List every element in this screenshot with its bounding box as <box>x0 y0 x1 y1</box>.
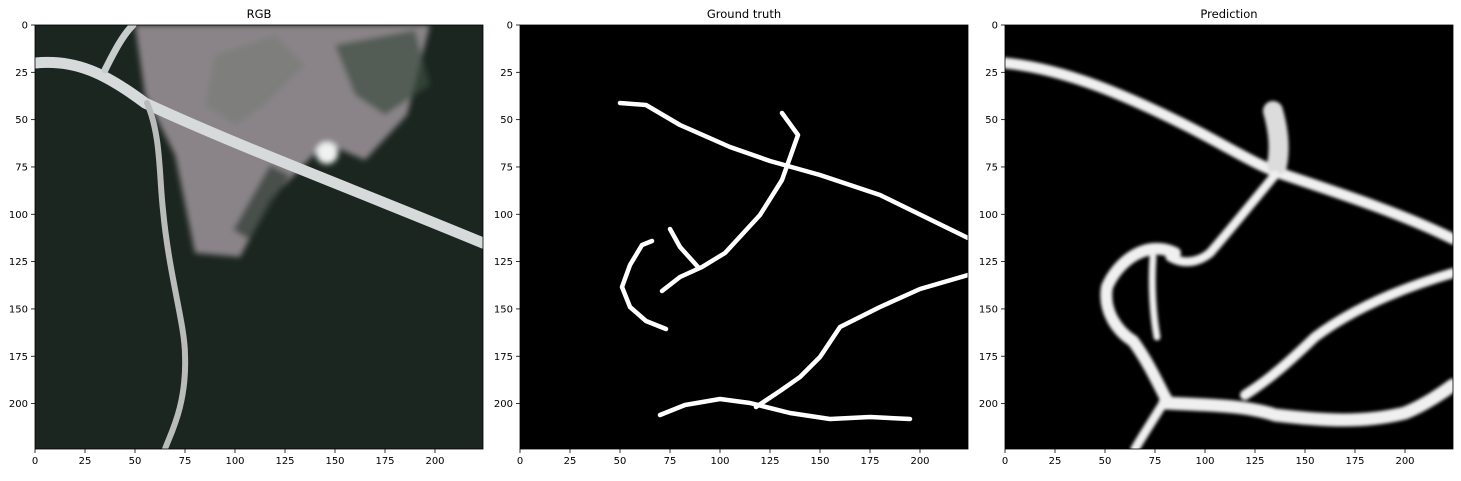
y-tick-label: 25 <box>15 68 28 79</box>
y-tick-label: 50 <box>985 115 998 126</box>
y-tick-label: 0 <box>22 21 28 32</box>
y-tick-label: 50 <box>15 115 28 126</box>
rgb-image <box>35 25 483 449</box>
x-tick-label: 200 <box>425 456 444 467</box>
y-tick-label: 175 <box>979 352 998 363</box>
x-tick-label: 150 <box>1295 456 1314 467</box>
field-stripe <box>205 35 305 125</box>
x-tick-label: 100 <box>1195 456 1214 467</box>
bright-spot <box>316 142 338 164</box>
y-tick-label: 100 <box>494 210 513 221</box>
x-tick-label: 150 <box>810 456 829 467</box>
axes-frame <box>1004 24 1454 450</box>
mask-background <box>520 25 968 449</box>
x-tick-label: 75 <box>664 456 677 467</box>
panel-prediction: Prediction 0 25 50 75 100 125 150 175 200 0 25 50 7… <box>979 7 1454 467</box>
x-tick-label: 175 <box>1345 456 1364 467</box>
y-tick-label: 200 <box>494 399 513 410</box>
y-tick-label: 150 <box>494 304 513 315</box>
pred-road-cross <box>1165 170 1280 267</box>
panel-ground-truth: Ground truth 0 25 50 75 100 125 150 175 200 0 25 5… <box>494 7 969 467</box>
x-tick-label: 125 <box>275 456 294 467</box>
y-tick-label: 100 <box>9 210 28 221</box>
y-tick-label: 0 <box>992 21 998 32</box>
gt-road-fork <box>667 226 701 270</box>
x-tick-label: 0 <box>517 456 523 467</box>
pred-road-east <box>1240 268 1453 400</box>
pred-road-southwest <box>1130 392 1172 449</box>
gt-road-east <box>753 272 968 410</box>
y-tick-label: 200 <box>9 399 28 410</box>
x-tick-label: 50 <box>614 456 627 467</box>
y-tick-label: 150 <box>9 304 28 315</box>
panel-title: RGB <box>247 7 272 21</box>
x-tick-label: 175 <box>375 456 394 467</box>
road-branch <box>144 100 189 449</box>
pred-road-inner <box>1148 253 1161 341</box>
panel-title: Prediction <box>1200 7 1257 21</box>
y-tick-label: 25 <box>985 68 998 79</box>
grass-patch <box>335 30 430 115</box>
y-tick-label: 175 <box>9 352 28 363</box>
pred-road-main <box>1005 57 1453 245</box>
y-tick-label: 75 <box>985 162 998 173</box>
panel-rgb: RGB 0 25 50 75 100 125 150 175 200 0 25 50 75 100 125… <box>9 7 484 467</box>
pred-road-south <box>1158 378 1453 427</box>
y-tick-label: 200 <box>979 399 998 410</box>
axes-frame <box>34 24 484 450</box>
y-tick-label: 50 <box>500 115 513 126</box>
x-tick-label: 50 <box>129 456 142 467</box>
axes-frame <box>519 24 969 450</box>
y-tick-label: 150 <box>979 304 998 315</box>
y-tick-label: 75 <box>500 162 513 173</box>
y-tick-label: 125 <box>979 257 998 268</box>
gt-road-south <box>657 396 913 422</box>
x-tick-label: 200 <box>910 456 929 467</box>
x-tick-label: 75 <box>1149 456 1162 467</box>
x-tick-label: 200 <box>1395 456 1414 467</box>
gt-road-cross <box>659 110 801 294</box>
x-tick-label: 75 <box>179 456 192 467</box>
y-tick-label: 75 <box>15 162 28 173</box>
y-tick-label: 25 <box>500 68 513 79</box>
road-main <box>35 56 483 249</box>
y-tick-label: 125 <box>494 257 513 268</box>
y-tick-label: 175 <box>494 352 513 363</box>
y-tick-label: 0 <box>507 21 513 32</box>
pred-blob-north <box>1263 101 1289 175</box>
x-tick-label: 50 <box>1099 456 1112 467</box>
x-axis: 0 25 50 75 100 125 150 175 200 <box>517 449 930 467</box>
x-tick-label: 125 <box>760 456 779 467</box>
prediction-map <box>1005 25 1453 449</box>
x-axis: 0 25 50 75 100 125 150 175 200 <box>32 449 445 467</box>
x-tick-label: 25 <box>79 456 92 467</box>
x-tick-label: 125 <box>1245 456 1264 467</box>
x-tick-label: 0 <box>32 456 38 467</box>
pred-loop <box>1100 242 1181 403</box>
x-tick-label: 25 <box>1049 456 1062 467</box>
x-tick-label: 25 <box>564 456 577 467</box>
ground-truth-mask <box>520 25 968 449</box>
gt-road-curve <box>619 238 669 332</box>
x-tick-label: 175 <box>860 456 879 467</box>
x-tick-label: 150 <box>325 456 344 467</box>
x-axis: 0 25 50 75 100 125 150 175 200 <box>1002 449 1415 467</box>
x-tick-label: 100 <box>225 456 244 467</box>
y-tick-label: 125 <box>9 257 28 268</box>
road-north <box>101 25 137 74</box>
field-dark-row <box>233 165 290 240</box>
gt-road-main <box>617 100 968 241</box>
y-tick-label: 100 <box>979 210 998 221</box>
y-axis: 0 25 50 75 100 125 150 175 200 <box>494 21 520 410</box>
y-axis: 0 25 50 75 100 125 150 175 200 <box>9 21 35 410</box>
panel-title: Ground truth <box>707 7 781 21</box>
x-tick-label: 0 <box>1002 456 1008 467</box>
y-axis: 0 25 50 75 100 125 150 175 200 <box>979 21 1005 410</box>
x-tick-label: 100 <box>710 456 729 467</box>
